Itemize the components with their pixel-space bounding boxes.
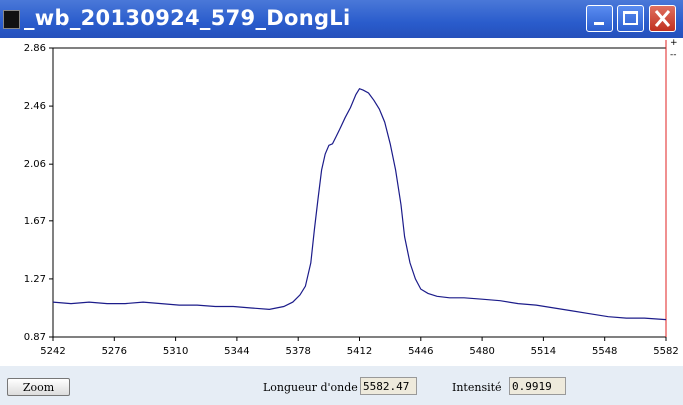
x-tick-label: 5378: [285, 346, 310, 357]
y-tick-label: 0.87: [24, 332, 46, 343]
maximize-button[interactable]: [617, 5, 644, 32]
wavelength-label: Longueur d'onde: [263, 381, 358, 394]
x-tick-label: 5310: [163, 346, 188, 357]
minimize-button[interactable]: [586, 5, 613, 32]
x-tick-label: 5276: [102, 346, 127, 357]
intensity-field[interactable]: 0.9919: [509, 377, 566, 395]
plus-marker: +: [670, 38, 678, 48]
close-icon: [654, 10, 671, 27]
y-tick-label: 2.86: [24, 43, 46, 54]
y-tick-label: 1.27: [24, 274, 46, 285]
x-tick-label: 5480: [469, 346, 494, 357]
wavelength-field[interactable]: 5582.47: [360, 377, 417, 395]
zoom-button[interactable]: Zoom: [7, 378, 70, 396]
spectrum-line: [52, 87, 667, 321]
x-tick-label: 5412: [347, 346, 372, 357]
app-icon: [3, 10, 20, 29]
x-tick-label: 5344: [224, 346, 249, 357]
y-tick-label: 2.06: [24, 159, 46, 170]
title-bar: _wb_20130924_579_DongLi: [0, 0, 683, 38]
x-tick-label: 5446: [408, 346, 433, 357]
x-tick-label: 5582: [653, 346, 678, 357]
x-tick-label: 5548: [592, 346, 617, 357]
intensity-label: Intensité: [452, 381, 502, 394]
y-tick-label: 2.46: [24, 101, 46, 112]
y-tick-label: 1.67: [24, 216, 46, 227]
x-tick-label: 5242: [40, 346, 65, 357]
control-panel: Zoom Longueur d'onde 5582.47 Intensité 0…: [0, 366, 683, 405]
x-tick-label: 5514: [531, 346, 556, 357]
chart: + -- 0.87 1.27 1.67 2.06 2.46 2.86 5242 5276 531…: [24, 38, 679, 357]
minus-marker: --: [670, 50, 677, 60]
plot-frame: [52, 47, 667, 338]
window-title: _wb_20130924_579_DongLi: [24, 6, 351, 30]
close-button[interactable]: [649, 5, 676, 32]
